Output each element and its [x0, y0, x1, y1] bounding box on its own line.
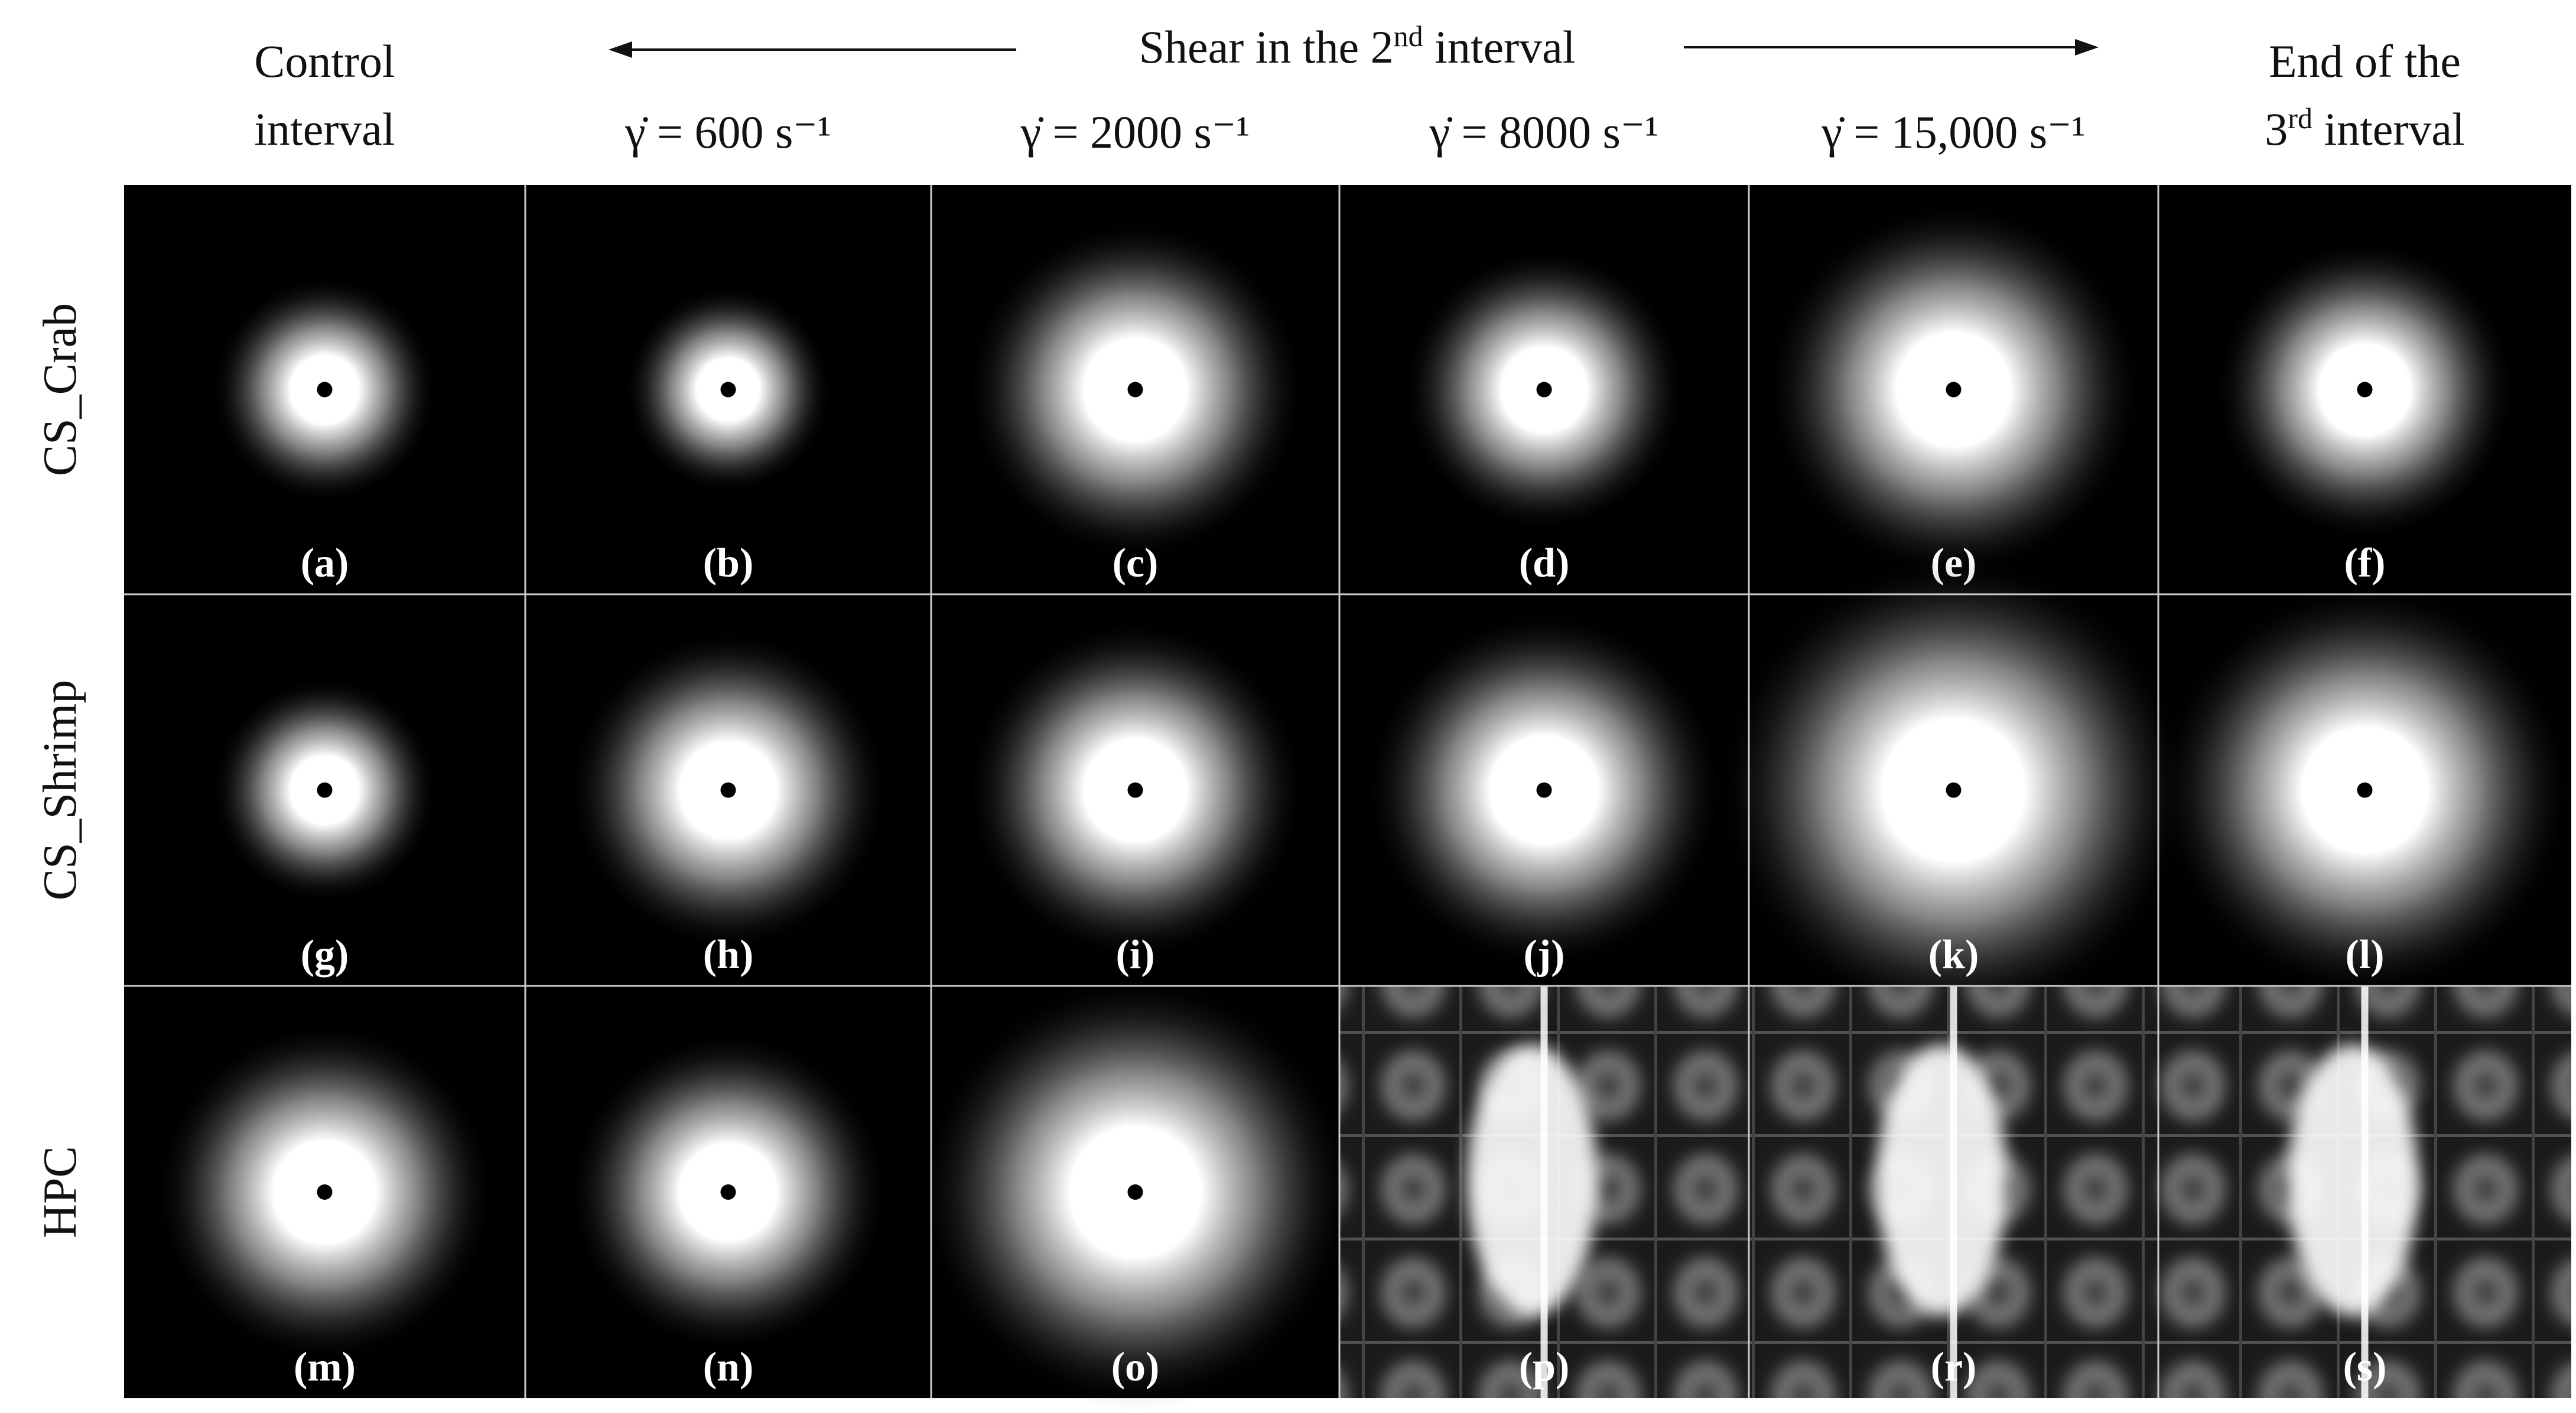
panel: (m) — [154, 1022, 495, 1390]
shear-arrows — [609, 39, 2099, 58]
panel-label: (a) — [301, 541, 349, 586]
panel-label: (m) — [294, 1344, 356, 1390]
beam-stop — [1946, 382, 1962, 398]
beam-stop — [720, 782, 736, 798]
row-label: CS_Crab — [34, 303, 86, 476]
panel: (i) — [965, 620, 1306, 978]
column-header: 3rd interval — [2265, 102, 2464, 155]
shear-header: Shear in the 2nd interval — [1139, 19, 1576, 73]
panel: (c) — [965, 219, 1306, 586]
panel: (f) — [2213, 238, 2516, 586]
beam-stop — [1536, 382, 1552, 398]
shear-tail: interval — [1423, 21, 1576, 73]
beam-stop — [720, 1184, 736, 1200]
beam-stop — [2357, 782, 2373, 798]
streak — [1540, 986, 1548, 1398]
column-header: End of the — [2269, 35, 2461, 87]
panel-label: (p) — [1519, 1344, 1570, 1390]
panel: (r) — [1749, 986, 2158, 1398]
panel-label: (f) — [2344, 541, 2386, 586]
column-header: γ̇ = 8000 s⁻¹ — [1429, 106, 1659, 158]
beam-stop — [1127, 1184, 1143, 1200]
panel: (n) — [567, 1031, 889, 1390]
panel-label: (c) — [1113, 541, 1159, 586]
beam-stop — [317, 382, 333, 398]
beam-stop — [317, 782, 333, 798]
bright-core — [1876, 1044, 2007, 1316]
panel-label: (l) — [2345, 932, 2384, 978]
panel-label: (r) — [1931, 1344, 1977, 1390]
panel: (o) — [918, 975, 1353, 1409]
panel-label: (h) — [703, 932, 754, 978]
header-sup: rd — [2288, 102, 2312, 135]
panel: (a) — [211, 276, 438, 586]
bright-core — [1467, 1044, 1598, 1316]
row-label: HPC — [34, 1146, 86, 1238]
panel: (b) — [624, 285, 832, 586]
panel: (g) — [211, 676, 438, 978]
shear-sup: nd — [1394, 19, 1423, 53]
panel: (k) — [1717, 554, 2190, 1027]
panel: (s) — [2158, 986, 2571, 1398]
streak — [2361, 986, 2369, 1398]
beam-stop — [317, 1184, 333, 1200]
beam-stop — [1946, 782, 1962, 798]
panel-label: (k) — [1928, 932, 1979, 978]
column-header: interval — [254, 103, 395, 155]
panel: (h) — [567, 629, 889, 978]
bright-core — [2288, 1044, 2418, 1316]
panel-label: (j) — [1524, 932, 1565, 978]
panel-label: (i) — [1115, 932, 1154, 978]
panel-label: (n) — [703, 1344, 754, 1390]
header-tail: interval — [2312, 103, 2465, 155]
beam-stop — [1127, 782, 1143, 798]
shear-base: Shear in the 2 — [1139, 21, 1394, 73]
panel-label: (g) — [301, 932, 349, 978]
panel: (p) — [1339, 986, 1749, 1398]
column-header: γ̇ = 15,000 s⁻¹ — [1821, 106, 2085, 158]
panel: (d) — [1402, 248, 1686, 586]
streak — [1950, 986, 1957, 1398]
panel-label: (d) — [1519, 541, 1570, 586]
panel: (l) — [2157, 582, 2573, 998]
beam-stop — [1127, 382, 1143, 398]
panel-label: (b) — [703, 541, 754, 586]
beam-stop — [720, 382, 736, 398]
header-base: 3 — [2265, 103, 2288, 155]
column-header: γ̇ = 600 s⁻¹ — [625, 106, 831, 158]
panel-label: (s) — [2343, 1344, 2387, 1390]
panel: (j) — [1364, 610, 1724, 978]
column-header: γ̇ = 2000 s⁻¹ — [1020, 106, 1250, 158]
beam-stop — [1536, 782, 1552, 798]
beam-stop — [2357, 382, 2373, 398]
panel-label: (o) — [1111, 1344, 1160, 1390]
column-header: Control — [254, 35, 395, 87]
row-label: CS_Shrimp — [34, 680, 86, 900]
